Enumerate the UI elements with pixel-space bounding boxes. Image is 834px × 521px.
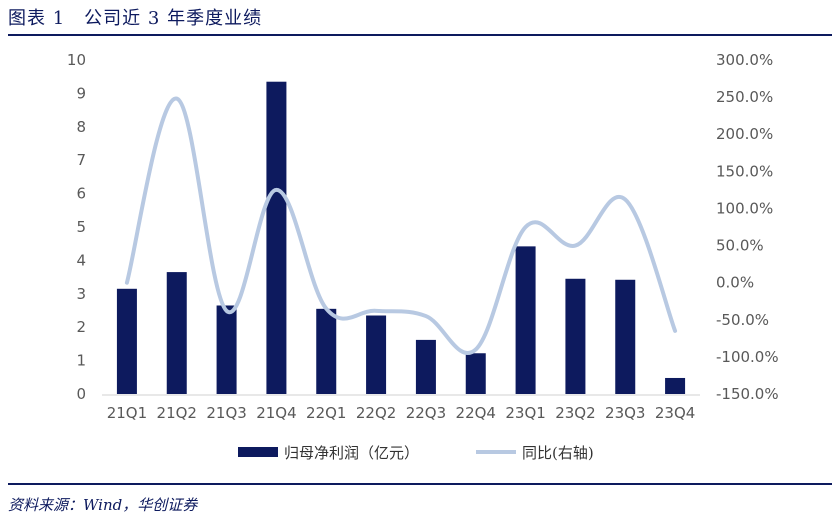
left-axis: 0 1 2 3 4 5 6 7 8 9 10 xyxy=(67,51,86,403)
right-axis-tick-label: 100.0% xyxy=(716,199,773,217)
legend-bar-swatch xyxy=(238,447,278,457)
bar xyxy=(216,305,237,394)
left-axis-tick-label: 9 xyxy=(76,84,86,102)
bar xyxy=(615,279,636,394)
left-axis-tick-label: 10 xyxy=(67,51,86,69)
bar xyxy=(465,353,486,394)
left-axis-tick-label: 7 xyxy=(76,151,86,169)
x-axis-tick-label: 23Q2 xyxy=(555,404,595,422)
right-axis-tick-label: 50.0% xyxy=(716,237,764,255)
bar xyxy=(366,315,387,394)
x-axis-tick-label: 21Q1 xyxy=(107,404,147,422)
bar xyxy=(565,278,586,394)
right-axis-tick-label: -50.0% xyxy=(716,311,769,329)
left-axis-tick-label: 2 xyxy=(76,318,86,336)
bar xyxy=(515,246,536,394)
left-axis-tick-label: 8 xyxy=(76,118,86,136)
right-axis-tick-label: 200.0% xyxy=(716,125,773,143)
x-axis-tick-label: 21Q4 xyxy=(256,404,296,422)
right-axis-tick-label: 300.0% xyxy=(716,51,773,69)
footer-rule xyxy=(8,483,832,485)
bar xyxy=(665,377,686,394)
right-axis-tick-label: 250.0% xyxy=(716,88,773,106)
yoy-line xyxy=(124,96,678,355)
title-rule xyxy=(8,34,832,36)
right-axis: -150.0% -100.0% -50.0% 0.0% 50.0% 100.0% 150.0… xyxy=(716,51,779,403)
left-axis-tick-label: 5 xyxy=(76,218,86,236)
x-axis-tick-label: 23Q4 xyxy=(655,404,695,422)
legend: 归母净利润（亿元） 同比(右轴) xyxy=(238,444,594,462)
x-axis-tick-label: 23Q3 xyxy=(605,404,645,422)
right-axis-tick-label: -100.0% xyxy=(716,348,779,366)
x-axis-tick-label: 23Q1 xyxy=(505,404,545,422)
bar-series xyxy=(116,81,686,395)
right-axis-tick-label: 0.0% xyxy=(716,274,754,292)
x-axis-tick-label: 22Q2 xyxy=(356,404,396,422)
x-axis: 21Q1 21Q2 21Q3 21Q4 22Q1 22Q2 22Q3 22Q4 23Q1 23Q2… xyxy=(107,404,696,422)
bar xyxy=(415,339,436,394)
legend-bar-label: 归母净利润（亿元） xyxy=(284,444,419,462)
x-axis-tick-label: 22Q1 xyxy=(306,404,346,422)
chart: 0 1 2 3 4 5 6 7 8 9 10 -150.0% -100.0% -50.0% 0.0% 50.… xyxy=(67,51,779,462)
legend-line-label: 同比(右轴) xyxy=(522,444,594,462)
x-axis-tick-label: 21Q3 xyxy=(206,404,246,422)
bar xyxy=(266,81,287,395)
x-axis-tick-label: 22Q3 xyxy=(406,404,446,422)
left-axis-tick-label: 3 xyxy=(76,285,86,303)
x-axis-tick-label: 22Q4 xyxy=(456,404,496,422)
left-axis-tick-label: 1 xyxy=(76,352,86,370)
bar xyxy=(166,272,187,394)
source-note: 资料来源：Wind，华创证券 xyxy=(8,496,198,514)
left-axis-tick-label: 6 xyxy=(76,185,86,203)
left-axis-tick-label: 0 xyxy=(76,385,86,403)
x-axis-tick-label: 21Q2 xyxy=(157,404,197,422)
bar xyxy=(116,288,137,394)
right-axis-tick-label: -150.0% xyxy=(716,385,779,403)
chart-title: 图表 1 公司近 3 年季度业绩 xyxy=(8,8,263,29)
bar xyxy=(316,308,337,394)
left-axis-tick-label: 4 xyxy=(76,251,86,269)
right-axis-tick-label: 150.0% xyxy=(716,162,773,180)
